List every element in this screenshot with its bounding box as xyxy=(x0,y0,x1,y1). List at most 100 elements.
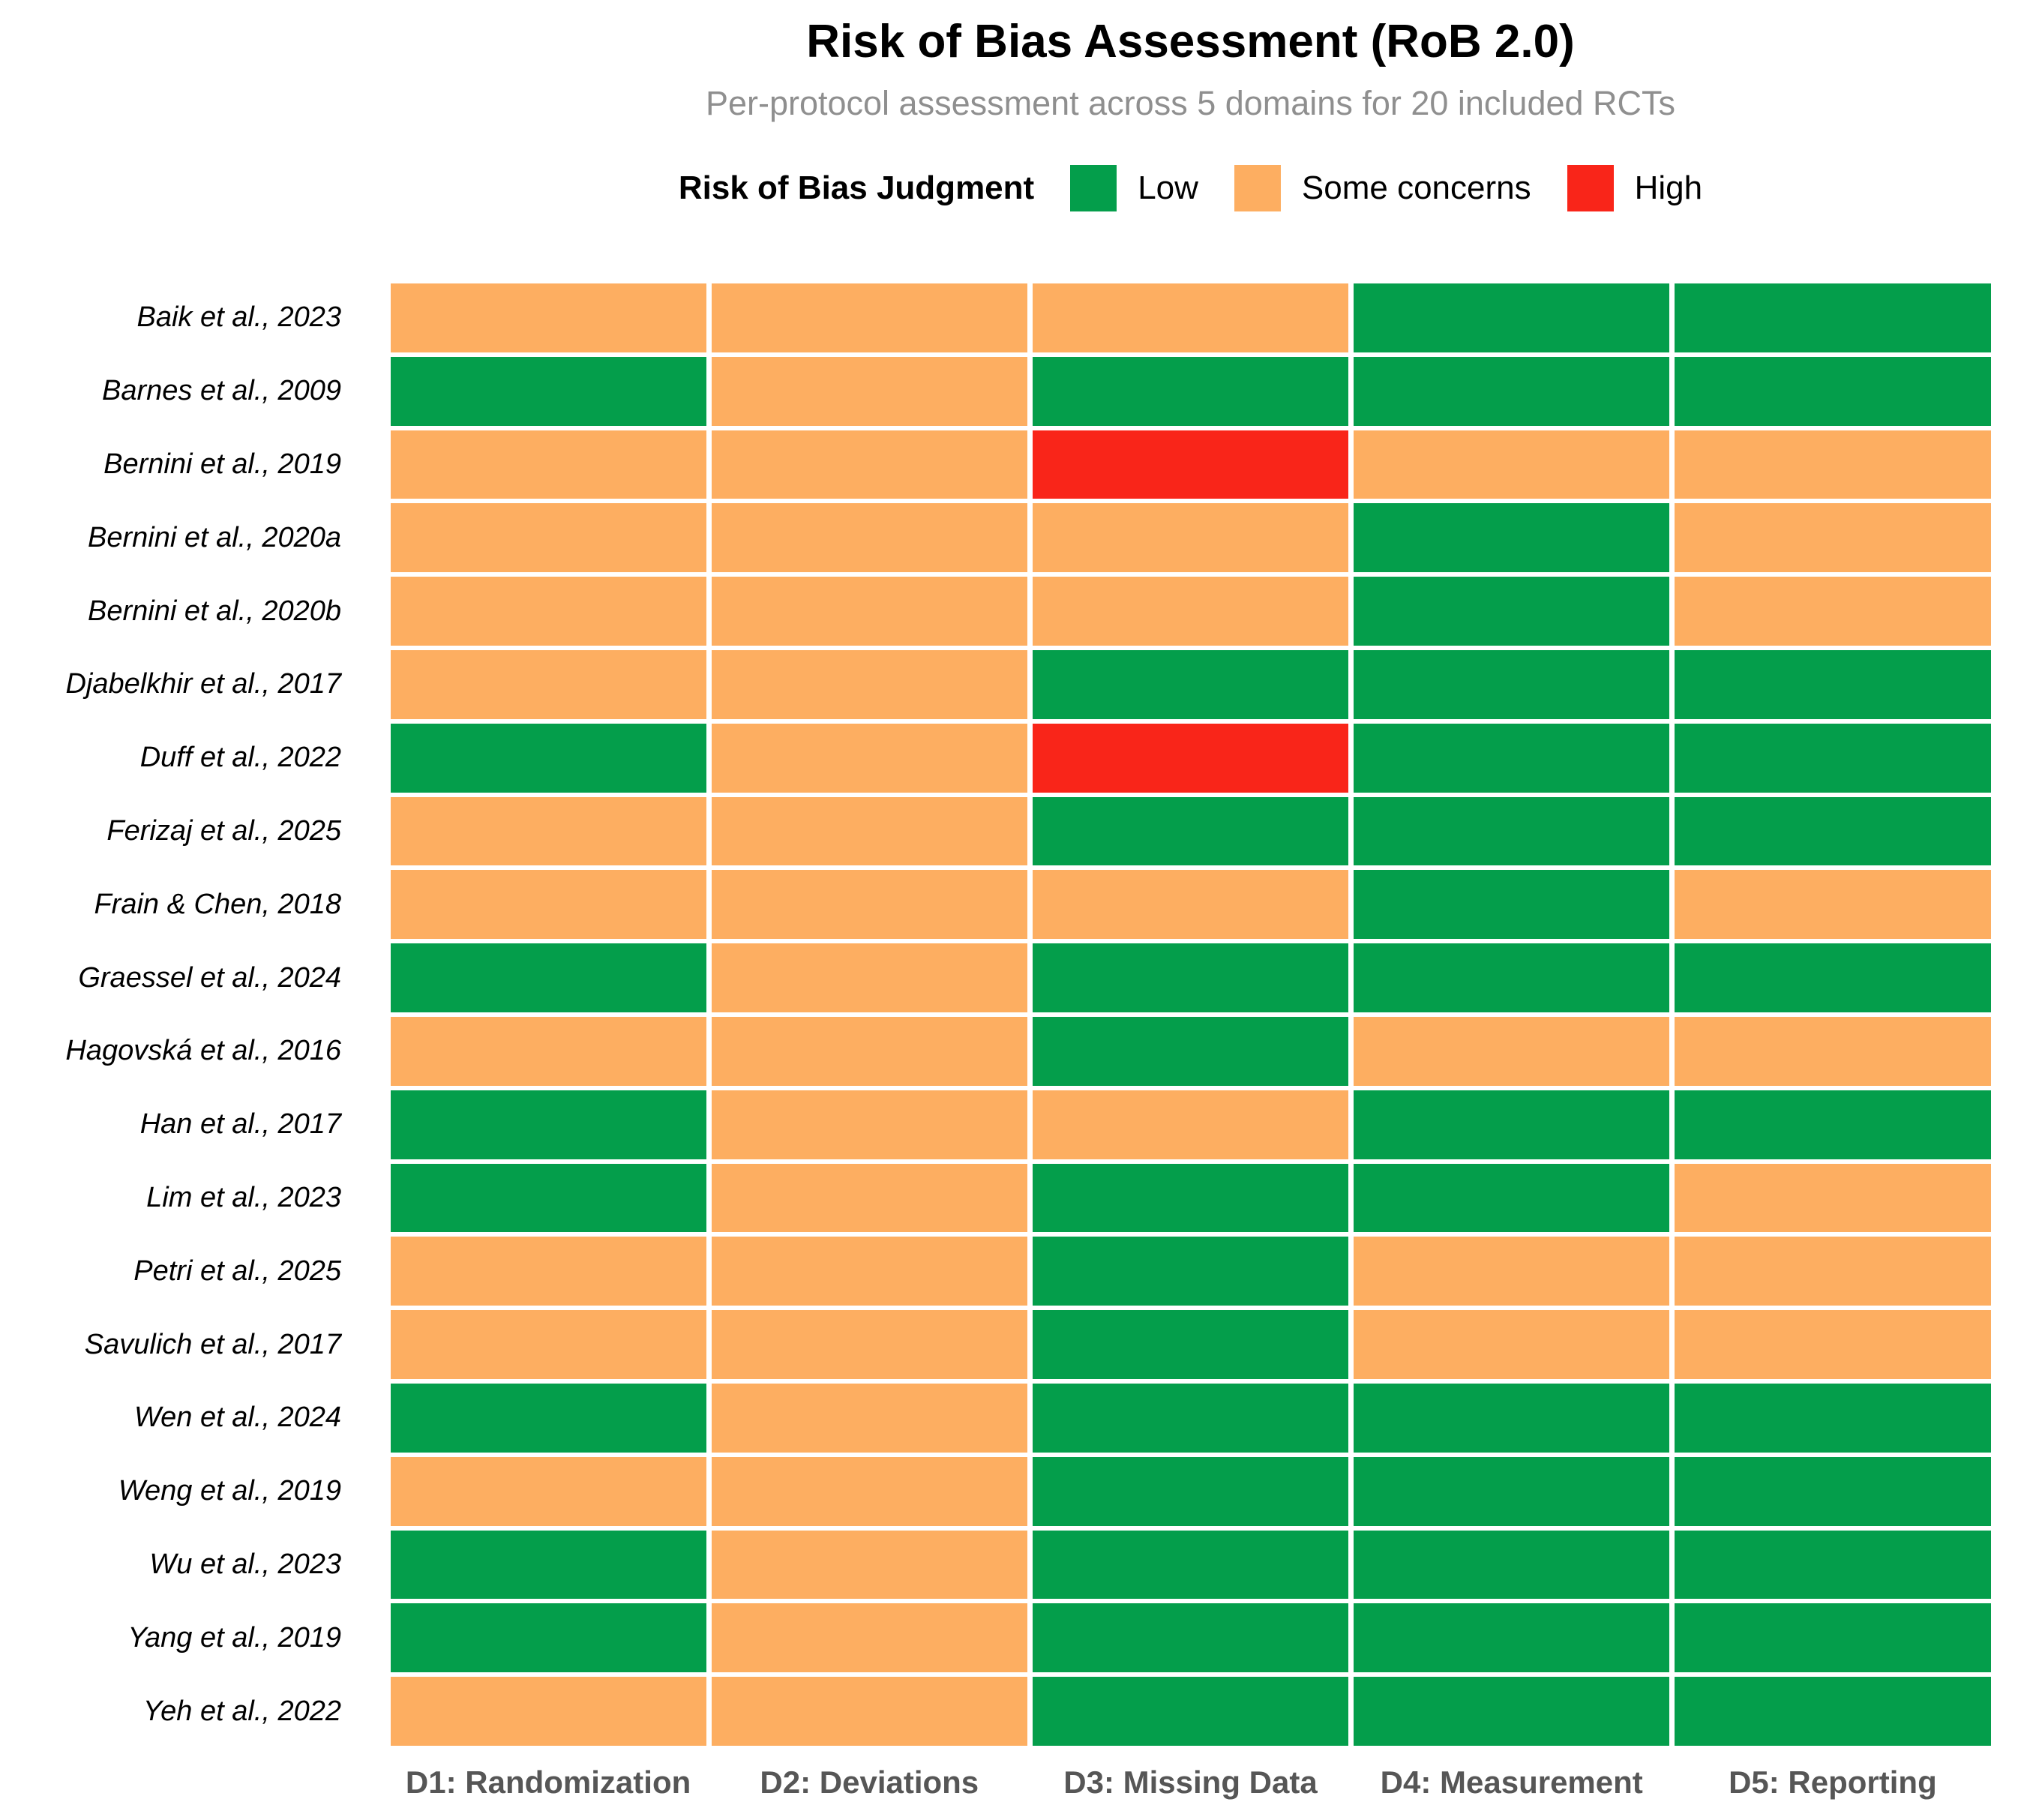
study-label: Djabelkhir et al., 2017 xyxy=(65,668,341,700)
rob-cell-low xyxy=(1032,1016,1349,1086)
rob-cell-low xyxy=(1354,356,1670,426)
table-row: Barnes et al., 2009 xyxy=(0,355,1993,428)
rob-cell-low xyxy=(1354,503,1670,573)
table-row: Petri et al., 2025 xyxy=(0,1234,1993,1308)
rob-cell-some-concerns xyxy=(390,503,706,573)
rob-cell-some-concerns xyxy=(1032,1090,1349,1159)
study-label: Graessel et al., 2024 xyxy=(78,961,341,994)
rob-cell-low xyxy=(1675,796,1991,866)
study-label: Bernini et al., 2019 xyxy=(103,448,341,480)
rob-cell-high xyxy=(1032,723,1349,793)
rob-cell-low xyxy=(1675,1090,1991,1159)
rob-cell-low xyxy=(1354,649,1670,719)
study-label: Savulich et al., 2017 xyxy=(84,1328,341,1360)
study-label: Bernini et al., 2020b xyxy=(87,595,341,627)
table-row: Graessel et al., 2024 xyxy=(0,941,1993,1015)
rob-cell-some-concerns xyxy=(1675,1163,1991,1233)
rob-cell-some-concerns xyxy=(1354,1016,1670,1086)
rob-cell-some-concerns xyxy=(390,283,706,352)
rob-cell-some-concerns xyxy=(1675,1310,1991,1379)
rob-cell-some-concerns xyxy=(1354,1237,1670,1306)
table-row: Bernini et al., 2019 xyxy=(0,428,1993,502)
rob-cell-some-concerns xyxy=(711,796,1027,866)
rob-cell-low xyxy=(390,943,706,1012)
rob-cell-low xyxy=(1675,356,1991,426)
rob-cell-some-concerns xyxy=(711,1163,1027,1233)
legend-swatch-high xyxy=(1567,165,1614,211)
rob-cell-some-concerns xyxy=(711,1456,1027,1526)
rob-cell-some-concerns xyxy=(711,1677,1027,1746)
domain-label: D3: Missing Data xyxy=(1063,1765,1318,1800)
rob-cell-low xyxy=(1354,1163,1670,1233)
table-row: Ferizaj et al., 2025 xyxy=(0,795,1993,868)
rob-cell-low xyxy=(1354,1530,1670,1600)
rob-cell-low xyxy=(1354,943,1670,1012)
rob-cell-low xyxy=(1032,1237,1349,1306)
rob-cell-some-concerns xyxy=(1032,577,1349,646)
study-label: Frain & Chen, 2018 xyxy=(94,888,341,920)
table-row: Wen et al., 2024 xyxy=(0,1381,1993,1455)
rob-cell-low xyxy=(1354,1456,1670,1526)
rob-cell-some-concerns xyxy=(1354,1310,1670,1379)
table-row: Han et al., 2017 xyxy=(0,1088,1993,1162)
rob-cell-low xyxy=(390,723,706,793)
rob-cell-some-concerns xyxy=(711,870,1027,940)
rob-cell-low xyxy=(1675,943,1991,1012)
rob-cell-some-concerns xyxy=(1675,577,1991,646)
table-row: Yang et al., 2019 xyxy=(0,1601,1993,1675)
rob-cell-low xyxy=(1032,649,1349,719)
rob-cell-low xyxy=(1675,1456,1991,1526)
rob-cell-low xyxy=(390,1603,706,1673)
table-row: Savulich et al., 2017 xyxy=(0,1308,1993,1381)
legend-item-high: High xyxy=(1567,165,1703,211)
table-row: Djabelkhir et al., 2017 xyxy=(0,648,1993,721)
table-row: Bernini et al., 2020b xyxy=(0,574,1993,648)
legend-label-high: High xyxy=(1634,169,1703,206)
legend-label-low: Low xyxy=(1138,169,1198,206)
rob-cell-low xyxy=(1032,1603,1349,1673)
study-label: Hagovská et al., 2016 xyxy=(65,1035,341,1067)
rob-cell-some-concerns xyxy=(1032,870,1349,940)
rob-cell-some-concerns xyxy=(1675,503,1991,573)
study-label: Barnes et al., 2009 xyxy=(102,375,341,407)
rob-cell-some-concerns xyxy=(1675,1237,1991,1306)
rob-cell-some-concerns xyxy=(390,649,706,719)
study-label: Petri et al., 2025 xyxy=(133,1255,341,1287)
rob-cell-low xyxy=(1675,723,1991,793)
legend-label-some-concerns: Some concerns xyxy=(1301,169,1531,206)
rob-cell-some-concerns xyxy=(390,1456,706,1526)
study-label: Yang et al., 2019 xyxy=(127,1621,341,1654)
rob-cell-some-concerns xyxy=(711,1530,1027,1600)
rob-cell-some-concerns xyxy=(390,796,706,866)
table-row: Duff et al., 2022 xyxy=(0,721,1993,795)
domain-label: D1: Randomization xyxy=(405,1765,691,1800)
rob-cell-some-concerns xyxy=(390,1237,706,1306)
rob-cell-low xyxy=(1675,1677,1991,1746)
rob-cell-low xyxy=(1354,1677,1670,1746)
rob-cell-low xyxy=(1354,1090,1670,1159)
rob-cell-low xyxy=(390,1163,706,1233)
rob-cell-low xyxy=(1354,1603,1670,1673)
domain-axis-labels: D1: Randomization D2: Deviations D3: Missi… xyxy=(388,1748,1993,1817)
legend-title: Risk of Bias Judgment xyxy=(678,169,1035,206)
rob-cell-some-concerns xyxy=(711,430,1027,499)
rob-cell-some-concerns xyxy=(390,870,706,940)
rob-cell-some-concerns xyxy=(711,577,1027,646)
rob-cell-low xyxy=(1354,870,1670,940)
rob-cell-low xyxy=(390,1530,706,1600)
table-row: Weng et al., 2019 xyxy=(0,1455,1993,1528)
rob-cell-some-concerns xyxy=(1675,430,1991,499)
rob-cell-low xyxy=(1032,1530,1349,1600)
rob-cell-low xyxy=(1032,1677,1349,1746)
rob-cell-some-concerns xyxy=(711,1603,1027,1673)
rob-grid: Baik et al., 2023 Barnes et al., 2009 Bern… xyxy=(0,281,1993,1748)
legend: Risk of Bias Judgment Low Some concerns … xyxy=(388,152,1993,224)
table-row: Hagovská et al., 2016 xyxy=(0,1015,1993,1088)
table-row: Bernini et al., 2020a xyxy=(0,501,1993,574)
rob-cell-low xyxy=(1032,796,1349,866)
rob-cell-low xyxy=(1675,1383,1991,1453)
table-row: Yeh et al., 2022 xyxy=(0,1675,1993,1748)
domain-label: D2: Deviations xyxy=(760,1765,979,1800)
rob-cell-some-concerns xyxy=(711,503,1027,573)
